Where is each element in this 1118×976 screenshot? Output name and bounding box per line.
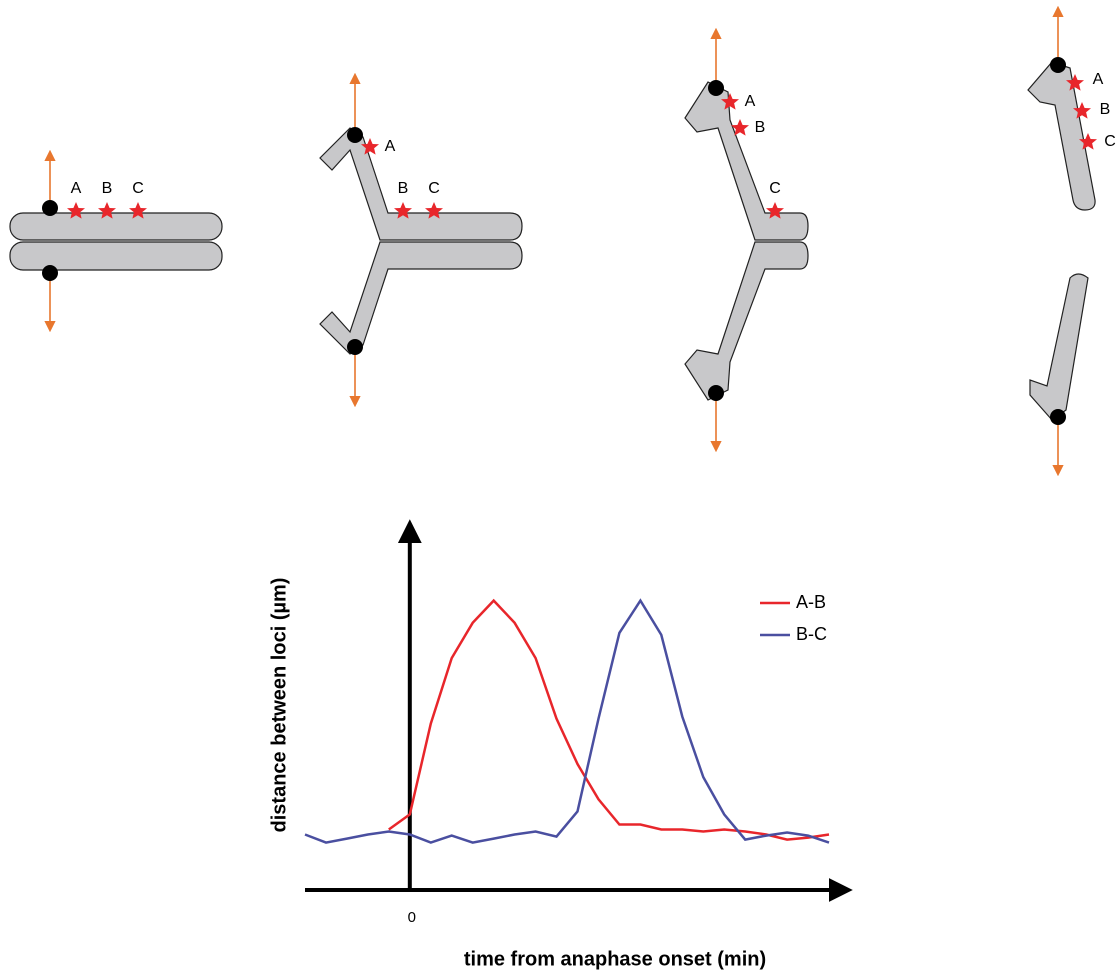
locus-label: C (769, 180, 781, 197)
locus-label: C (428, 180, 440, 197)
locus-label: C (132, 180, 144, 197)
locus-label: B (1100, 101, 1111, 118)
y-axis-title: distance between loci (µm) (268, 578, 290, 833)
centromere (1050, 57, 1066, 73)
chromatid (319, 241, 523, 355)
legend-label: A-B (796, 592, 826, 612)
chromatid (684, 241, 809, 401)
chromatid (1029, 273, 1089, 421)
panel-early-anaphase: A B C (319, 72, 523, 408)
data-line (388, 598, 830, 841)
locus-label: B (755, 119, 766, 136)
panel-late-anaphase: A B C (1027, 5, 1116, 477)
locus-label: B (398, 180, 409, 197)
centromere (1050, 409, 1066, 425)
x-axis-title: time from anaphase onset (min) (464, 948, 766, 970)
centromere (347, 339, 363, 355)
locus-label: A (385, 138, 396, 155)
line-chart: distance between loci (µm) time from ana… (268, 519, 853, 970)
panel-metaphase: A B C (9, 149, 223, 333)
panel-mid-anaphase: A B C (684, 27, 809, 453)
chromatid (684, 81, 809, 241)
chromatid (319, 127, 523, 241)
locus-label: A (1093, 71, 1104, 88)
locus-label: B (102, 180, 113, 197)
chromatid (1027, 61, 1096, 211)
locus-label: C (1104, 133, 1116, 150)
centromere (708, 80, 724, 96)
data-line (304, 598, 830, 844)
x-tick-label: 0 (408, 909, 416, 926)
centromere (708, 385, 724, 401)
chromatid (9, 241, 223, 271)
legend-label: B-C (796, 624, 827, 644)
centromere (42, 200, 58, 216)
centromere (42, 265, 58, 281)
locus-label: A (745, 93, 756, 110)
locus-label: A (71, 180, 82, 197)
centromere (347, 127, 363, 143)
chromatid (9, 212, 223, 241)
